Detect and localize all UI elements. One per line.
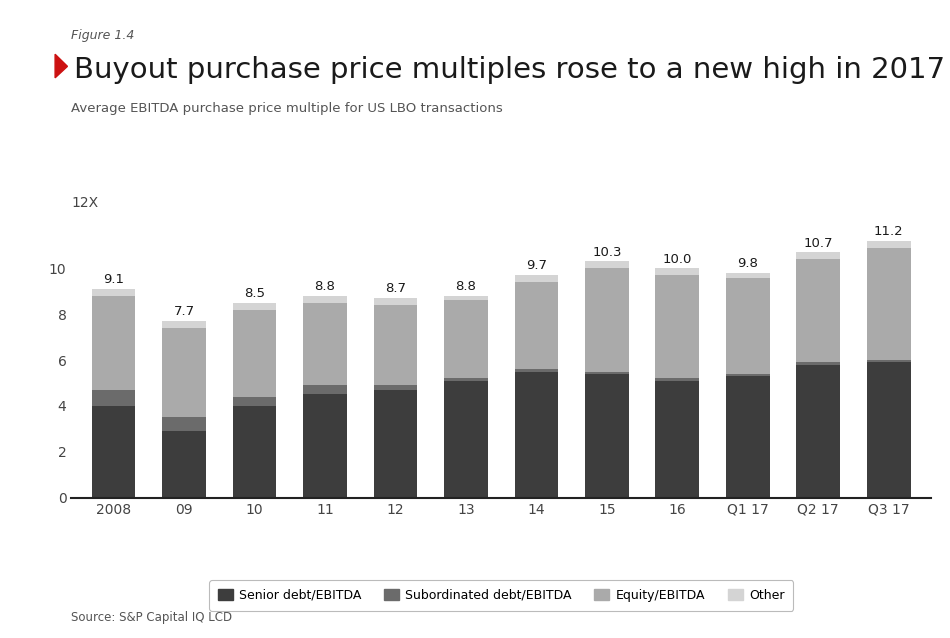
Bar [373,390,417,498]
Text: Source: S&P Capital IQ LCD: Source: S&P Capital IQ LCD [71,611,233,624]
Text: 8.7: 8.7 [385,283,406,295]
Text: 10.7: 10.7 [804,237,833,249]
Bar [726,376,770,498]
Text: 10.0: 10.0 [662,253,692,265]
Bar [796,362,840,365]
Bar [866,241,910,248]
Bar [162,431,206,498]
Text: 8.8: 8.8 [455,280,476,293]
Bar [796,365,840,498]
Text: 9.8: 9.8 [737,257,758,271]
Bar [303,385,347,394]
Bar [796,259,840,362]
Text: 8.8: 8.8 [314,280,335,293]
Bar [726,374,770,376]
Bar [866,362,910,498]
Bar [444,300,487,378]
Bar [92,289,136,296]
Text: Buyout purchase price multiples rose to a new high in 2017: Buyout purchase price multiples rose to … [74,56,945,84]
Bar [515,282,559,369]
Bar [303,296,347,303]
Text: 8.5: 8.5 [244,287,265,300]
Bar [585,374,629,498]
Bar [585,262,629,269]
Bar [373,385,417,390]
Bar [515,371,559,498]
Bar [233,309,276,397]
Text: 10.3: 10.3 [592,246,621,259]
Bar [233,303,276,309]
Bar [515,369,559,371]
Text: Figure 1.4: Figure 1.4 [71,29,135,41]
Bar [726,273,770,278]
Bar [656,378,699,381]
Bar [303,394,347,498]
Text: 11.2: 11.2 [874,225,903,238]
Bar [726,278,770,374]
Bar [233,406,276,498]
Legend: Senior debt/EBITDA, Subordinated debt/EBITDA, Equity/EBITDA, Other: Senior debt/EBITDA, Subordinated debt/EB… [209,580,793,611]
Bar [303,303,347,385]
Bar [796,252,840,259]
Bar [866,248,910,360]
Bar [92,406,136,498]
Bar [444,378,487,381]
Bar [656,381,699,498]
Text: 9.1: 9.1 [103,273,124,286]
Bar [656,269,699,275]
Bar [92,390,136,406]
Text: 9.7: 9.7 [526,260,547,272]
Bar [515,275,559,282]
Text: 7.7: 7.7 [174,306,195,318]
Bar [162,321,206,328]
Bar [444,296,487,300]
Bar [373,298,417,305]
Bar [444,381,487,498]
Bar [162,417,206,431]
Bar [162,328,206,417]
Text: 12X: 12X [71,196,99,210]
Bar [585,371,629,374]
Bar [373,305,417,385]
Text: Average EBITDA purchase price multiple for US LBO transactions: Average EBITDA purchase price multiple f… [71,102,503,115]
Bar [233,397,276,406]
Bar [656,275,699,378]
Bar [92,296,136,390]
Bar [585,269,629,371]
Bar [866,360,910,362]
